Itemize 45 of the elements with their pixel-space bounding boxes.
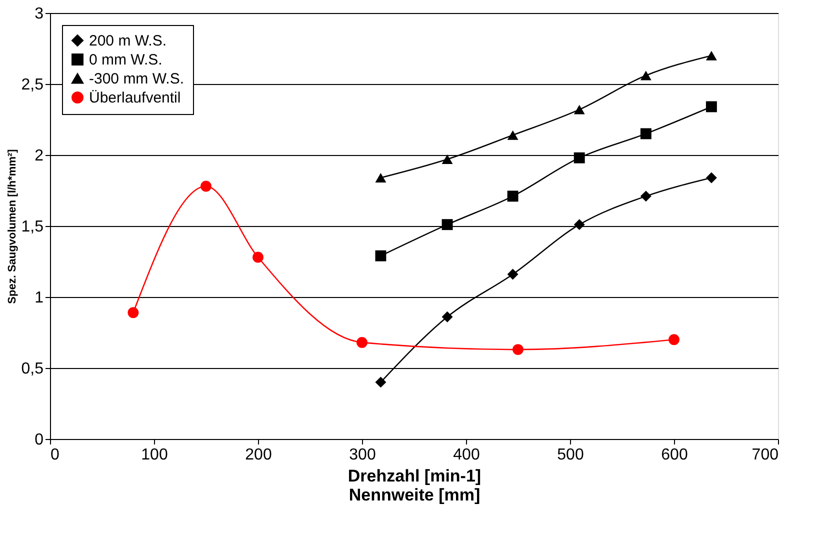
point	[640, 190, 652, 202]
point	[375, 376, 386, 388]
point	[507, 268, 518, 280]
point	[512, 344, 524, 356]
point	[640, 128, 652, 140]
point	[442, 154, 453, 164]
point	[640, 70, 652, 80]
point	[128, 307, 139, 318]
x-tick-label: 200	[245, 446, 272, 464]
point	[200, 180, 212, 192]
x-tick-label: 0	[50, 446, 60, 464]
y-tick-label: 2,5	[21, 76, 44, 94]
point	[252, 252, 264, 263]
point	[706, 101, 717, 112]
legend-label: -300 mm W.S.	[89, 70, 184, 88]
legend-label: 200 m W.S.	[89, 32, 167, 50]
point	[706, 50, 717, 60]
legend-label: 0 mm W.S.	[89, 52, 162, 68]
point	[442, 311, 453, 322]
x-tick-label: 100	[141, 446, 168, 464]
point	[507, 190, 518, 202]
point	[375, 250, 386, 262]
point	[356, 336, 368, 348]
point	[574, 219, 585, 230]
x-tick-label: 400	[453, 446, 480, 464]
x-tick-label: 500	[557, 446, 584, 464]
y-axis-title: Spez. Saugvolumen [l/h*mm²]	[6, 148, 18, 304]
legend-label: Überlaufventil	[89, 90, 181, 106]
point	[668, 334, 680, 346]
point	[442, 219, 453, 230]
y-tick-label: 2	[34, 148, 44, 164]
x-tick-label: 300	[349, 446, 376, 464]
point	[507, 130, 518, 140]
point	[574, 104, 585, 114]
point	[706, 172, 717, 184]
x-axis-title: Drehzahl [min-1] Nennweite [mm]	[348, 466, 482, 504]
x-tick-label: 700	[752, 446, 779, 464]
y-tick-label: 3	[34, 6, 44, 22]
y-tick-label: 1,5	[21, 218, 44, 236]
point	[375, 172, 386, 182]
y-tick-label: 0,5	[21, 360, 44, 378]
y-tick-label: 1	[34, 290, 44, 306]
point	[574, 152, 585, 164]
x-tick-label: 600	[661, 446, 688, 464]
y-tick-label: 0	[34, 432, 44, 448]
